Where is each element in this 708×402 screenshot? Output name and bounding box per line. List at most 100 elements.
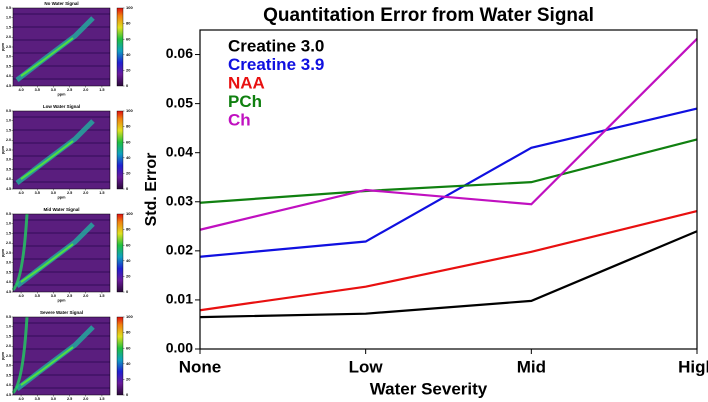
y-axis-label: ppm	[1, 248, 5, 257]
colorbar	[116, 7, 124, 87]
y-tick-label: 1.5	[6, 25, 11, 29]
x-tick-label: 2.5	[67, 88, 72, 92]
x-tick-label: 4.0	[18, 397, 23, 401]
y-tick-label: 0.5	[6, 109, 11, 113]
colorbar-tick-label: 0	[126, 186, 129, 191]
x-tick-label: None	[179, 357, 222, 376]
y-tick-label: 4.5	[6, 84, 11, 88]
heatmap-diagonal	[20, 243, 74, 283]
y-tick-label: 1.5	[6, 231, 11, 235]
y-tick-label: 2.0	[6, 35, 11, 39]
y-tick-label: 0.02	[166, 242, 193, 258]
legend-entry: Creatine 3.9	[228, 55, 324, 74]
colorbar-tick-label: 0	[126, 289, 129, 294]
y-tick-label: 4.0	[6, 383, 11, 387]
y-tick-label: 4.5	[6, 290, 11, 294]
y-tick-label: 0.06	[166, 45, 193, 61]
x-tick-label: 3.0	[51, 88, 56, 92]
x-tick-label: 3.0	[51, 294, 56, 298]
y-tick-label: 2.5	[6, 251, 11, 255]
y-tick-label: 3.5	[6, 64, 11, 68]
y-tick-label: 0.01	[166, 291, 193, 307]
colorbar	[116, 213, 124, 293]
x-tick-label: 3.0	[51, 397, 56, 401]
colorbar-tick-label: 80	[126, 227, 131, 232]
colorbar-tick-label: 60	[126, 345, 131, 350]
x-axis-label: ppm	[57, 93, 66, 97]
y-tick-label: 2.0	[6, 241, 11, 245]
y-tick-label: 2.0	[6, 138, 11, 142]
y-tick-label: 3.5	[6, 373, 11, 377]
y-tick-label: 1.0	[6, 325, 11, 329]
plot-frame	[199, 29, 698, 350]
y-tick-label: 2.5	[6, 354, 11, 358]
colorbar-tick-label: 60	[126, 242, 131, 247]
y-tick-label: 1.0	[6, 119, 11, 123]
x-tick-label: Low	[349, 357, 384, 376]
y-tick-label: 4.0	[6, 74, 11, 78]
y-tick-label: 3.0	[6, 55, 11, 59]
y-tick-label: 0.5	[6, 6, 11, 10]
x-tick-label: 2.0	[83, 294, 88, 298]
colorbar-tick-label: 60	[126, 139, 131, 144]
colorbar-tick-label: 80	[126, 21, 131, 26]
y-tick-label: 1.5	[6, 128, 11, 132]
x-tick-label: 2.0	[83, 397, 88, 401]
x-axis-label: ppm	[57, 299, 66, 303]
series-line	[199, 38, 698, 231]
y-tick-label: 3.0	[6, 261, 11, 265]
legend-entry: Ch	[228, 110, 251, 129]
x-tick-label: 3.5	[35, 88, 40, 92]
series-line	[199, 210, 698, 312]
colorbar-tick-label: 0	[126, 83, 129, 88]
series-line	[199, 138, 698, 204]
colorbar-tick-label: 100	[126, 108, 133, 113]
x-tick-label: 2.5	[67, 397, 72, 401]
heatmap-title: Low Water Signal	[43, 104, 80, 109]
y-tick-label: 0.00	[166, 340, 193, 356]
heatmap-water	[11, 316, 29, 395]
y-tick-label: 4.0	[6, 177, 11, 181]
colorbar-tick-label: 80	[126, 124, 131, 129]
y-tick-label: 1.0	[6, 222, 11, 226]
x-axis-label: ppm	[57, 196, 66, 200]
y-tick-label: 4.5	[6, 393, 11, 397]
y-tick-label: 0.5	[6, 212, 11, 216]
colorbar-tick-label: 40	[126, 258, 131, 263]
x-axis-label: Water Severity	[370, 379, 488, 398]
y-axis-label: Std. Error	[143, 153, 160, 227]
x-tick-label: 2.0	[83, 191, 88, 195]
y-tick-label: 4.0	[6, 280, 11, 284]
heatmap-title: No Water Signal	[44, 1, 78, 6]
colorbar-tick-label: 20	[126, 170, 131, 175]
series-line	[199, 107, 698, 258]
colorbar-tick-label: 100	[126, 314, 133, 319]
x-tick-label: 4.0	[18, 191, 23, 195]
colorbar-tick-label: 60	[126, 36, 131, 41]
x-tick-label: 4.0	[18, 88, 23, 92]
x-tick-label: 3.5	[35, 294, 40, 298]
x-tick-label: 3.0	[51, 191, 56, 195]
colorbar-tick-label: 20	[126, 67, 131, 72]
series-line	[199, 230, 698, 319]
heatmap-diagonal	[20, 140, 74, 180]
heatmap-diagonal	[20, 346, 74, 386]
heatmap-title: Severe Water Signal	[40, 310, 83, 315]
y-tick-label: 2.0	[6, 344, 11, 348]
y-tick-label: 2.5	[6, 148, 11, 152]
x-tick-label: 2.0	[83, 88, 88, 92]
colorbar-tick-label: 20	[126, 376, 131, 381]
colorbar-tick-label: 40	[126, 155, 131, 160]
y-tick-label: 3.5	[6, 270, 11, 274]
colorbar-tick-label: 100	[126, 5, 133, 10]
colorbar	[116, 110, 124, 190]
legend-entry: Creatine 3.0	[228, 36, 324, 55]
y-tick-label: 0.03	[166, 192, 193, 208]
heatmap-water	[11, 213, 29, 292]
x-tick-label: 1.5	[99, 397, 104, 401]
y-axis-label: ppm	[1, 351, 5, 360]
colorbar	[116, 316, 124, 396]
y-axis-label: ppm	[1, 42, 5, 51]
x-tick-label: 3.5	[35, 397, 40, 401]
